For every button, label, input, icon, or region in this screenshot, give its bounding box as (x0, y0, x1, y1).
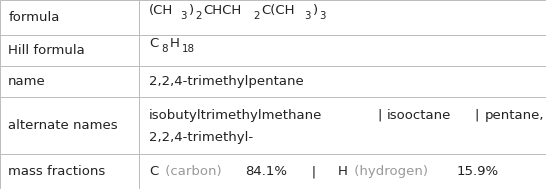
Text: name: name (8, 75, 46, 88)
Text: alternate names: alternate names (8, 119, 118, 132)
Text: isobutyltrimethylmethane: isobutyltrimethylmethane (149, 109, 323, 122)
Text: 3: 3 (180, 11, 187, 21)
Text: |: | (299, 165, 329, 178)
Text: 2,2,4-trimethyl-: 2,2,4-trimethyl- (149, 131, 253, 143)
Text: C: C (149, 37, 158, 50)
Text: (hydrogen): (hydrogen) (350, 165, 432, 178)
Text: mass fractions: mass fractions (8, 165, 105, 178)
Text: 2: 2 (253, 11, 259, 21)
Text: |: | (474, 109, 479, 122)
Text: Hill formula: Hill formula (8, 44, 85, 57)
Text: formula: formula (8, 11, 60, 24)
Text: pentane,: pentane, (485, 109, 544, 122)
Text: C: C (149, 165, 158, 178)
Text: 2: 2 (195, 11, 201, 21)
Text: |: | (377, 109, 382, 122)
Text: (CH: (CH (149, 4, 173, 17)
Text: ): ) (313, 4, 318, 17)
Text: 18: 18 (182, 44, 195, 54)
Text: 15.9%: 15.9% (456, 165, 498, 178)
Text: 3: 3 (319, 11, 326, 21)
Text: 3: 3 (304, 11, 311, 21)
Text: H: H (169, 37, 179, 50)
Text: 8: 8 (161, 44, 168, 54)
Text: H: H (337, 165, 347, 178)
Text: 2,2,4-trimethylpentane: 2,2,4-trimethylpentane (149, 75, 304, 88)
Text: CHCH: CHCH (204, 4, 242, 17)
Text: isooctane: isooctane (387, 109, 452, 122)
Text: C(CH: C(CH (261, 4, 295, 17)
Text: ): ) (189, 4, 194, 17)
Text: 84.1%: 84.1% (245, 165, 287, 178)
Text: (carbon): (carbon) (161, 165, 226, 178)
